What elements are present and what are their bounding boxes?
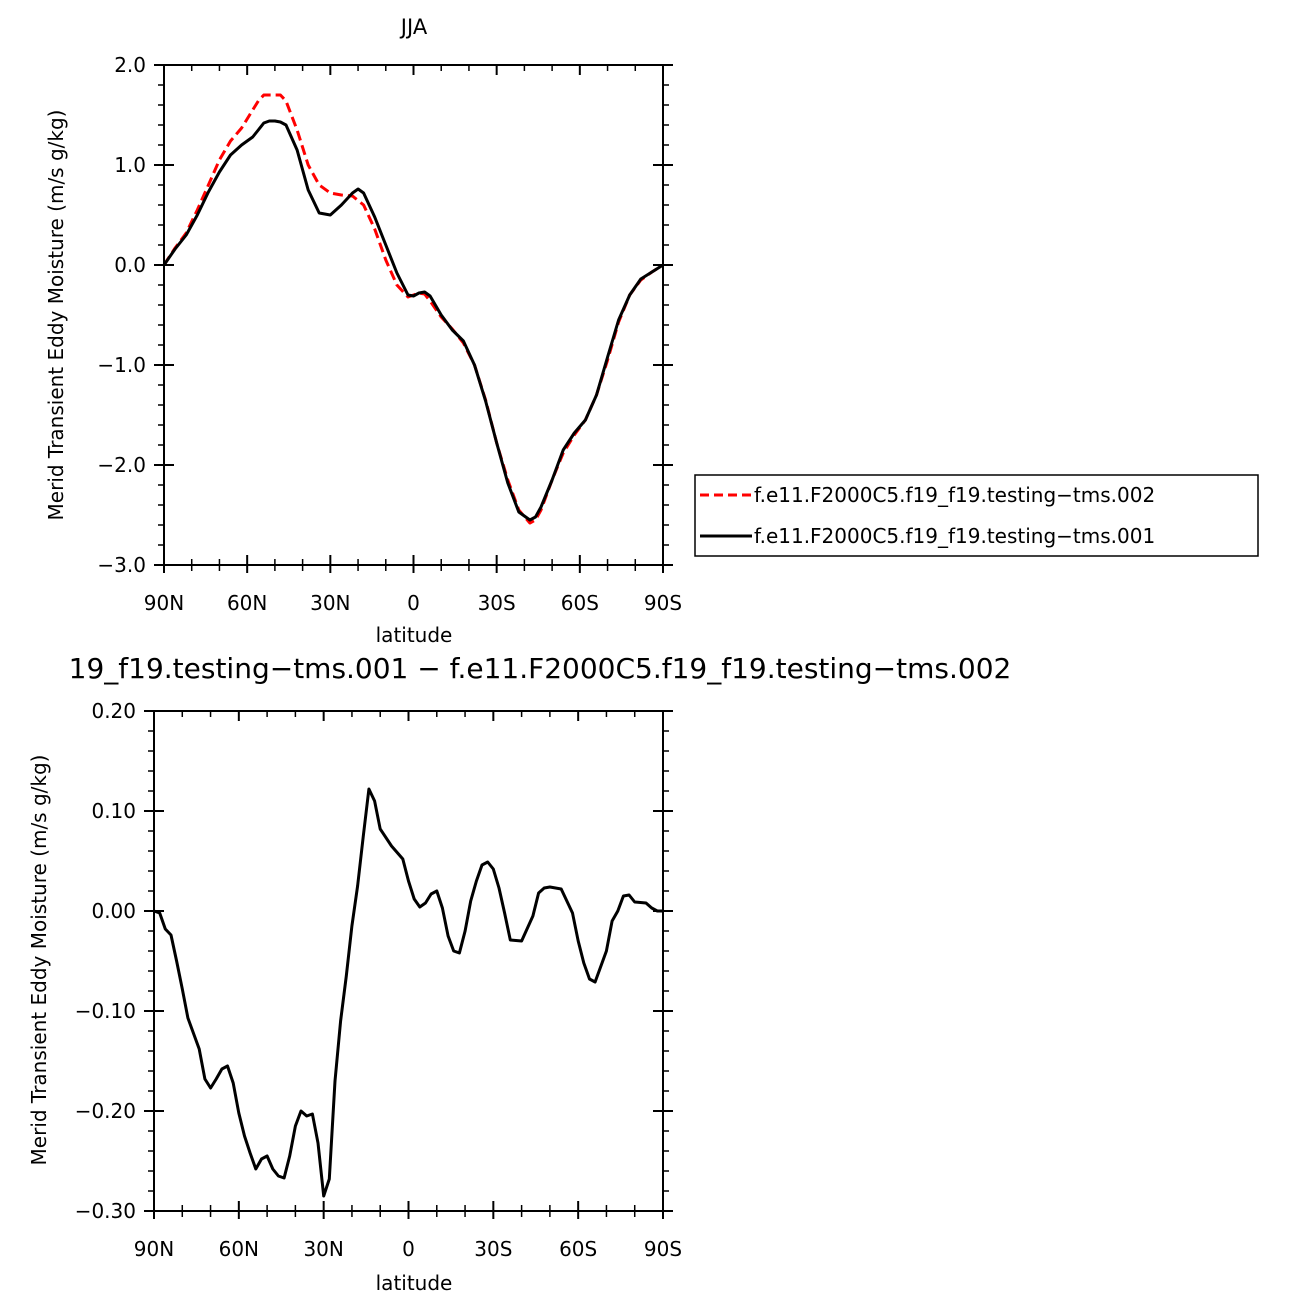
- top-ytick-label: 2.0: [114, 53, 146, 77]
- top-xtick-label: 90N: [144, 591, 184, 615]
- top-series-lines: [162, 93, 664, 525]
- bottom-ticks: 90N 60N 30N 0 30S 60S 90S 0.20 0.10 0.00 −0.10 −0.2…: [75, 699, 682, 1261]
- top-xtick-label: 30S: [478, 591, 516, 615]
- bottom-ytick-label: 0.10: [91, 799, 136, 823]
- legend-box: [694, 474, 1259, 557]
- bottom-xtick-label: 60N: [219, 1237, 259, 1261]
- bottom-xtick-label: 90N: [134, 1237, 174, 1261]
- top-ytick-label: −2.0: [97, 453, 146, 477]
- top-xlabel: latitude: [376, 623, 453, 647]
- top-title: JJA: [399, 15, 428, 39]
- top-series-line-0: [162, 93, 664, 525]
- top-ytick-label: −1.0: [97, 353, 146, 377]
- bottom-xtick-label: 30N: [303, 1237, 343, 1261]
- bottom-ytick-label: −0.10: [75, 999, 136, 1023]
- top-ytick-label: 0.0: [114, 253, 146, 277]
- top-xtick-label: 90S: [644, 591, 682, 615]
- top-xtick-label: 60N: [227, 591, 267, 615]
- legend-label-002: f.e11.F2000C5.f19_f19.testing−tms.002: [754, 483, 1155, 507]
- legend: f.e11.F2000C5.f19_f19.testing−tms.002 f.…: [694, 474, 1259, 557]
- top-ytick-label: 1.0: [114, 153, 146, 177]
- legend-label-001: f.e11.F2000C5.f19_f19.testing−tms.001: [754, 524, 1155, 548]
- bottom-xtick-label: 90S: [644, 1237, 682, 1261]
- bottom-ytick-label: −0.20: [75, 1099, 136, 1123]
- bottom-panel: 19_f19.testing−tms.001 − f.e11.F2000C5.f…: [27, 652, 1011, 1295]
- top-panel: JJA 90N 60N 30N 0 30S 60S 90S 2.0 1.0 0.0 −1.0 −2.0…: [44, 15, 1259, 647]
- top-ytick-label: −3.0: [97, 553, 146, 577]
- bottom-ytick-label: 0.20: [91, 699, 136, 723]
- bottom-xtick-label: 30S: [474, 1237, 512, 1261]
- top-xtick-label: 60S: [561, 591, 599, 615]
- top-ylabel: Merid Transient Eddy Moisture (m/s g/kg): [44, 110, 68, 521]
- top-plot-frame: [163, 64, 664, 566]
- bottom-series-line-0: [153, 787, 663, 1198]
- bottom-xlabel: latitude: [376, 1271, 453, 1295]
- bottom-plot-frame: [153, 710, 664, 1212]
- bottom-xtick-label: 60S: [559, 1237, 597, 1261]
- bottom-ytick-label: 0.00: [91, 899, 136, 923]
- bottom-title: 19_f19.testing−tms.001 − f.e11.F2000C5.f…: [69, 652, 1012, 685]
- top-series-line-1: [162, 119, 664, 522]
- bottom-xtick-label: 0: [402, 1237, 415, 1261]
- bottom-series-lines: [153, 787, 663, 1198]
- top-xtick-label: 0: [407, 591, 420, 615]
- top-xtick-label: 30N: [310, 591, 350, 615]
- top-ticks: 90N 60N 30N 0 30S 60S 90S 2.0 1.0 0.0 −1.0 −2.0 −3.0: [97, 53, 682, 615]
- bottom-ytick-label: −0.30: [75, 1199, 136, 1223]
- bottom-ylabel: Merid Transient Eddy Moisture (m/s g/kg): [27, 755, 51, 1166]
